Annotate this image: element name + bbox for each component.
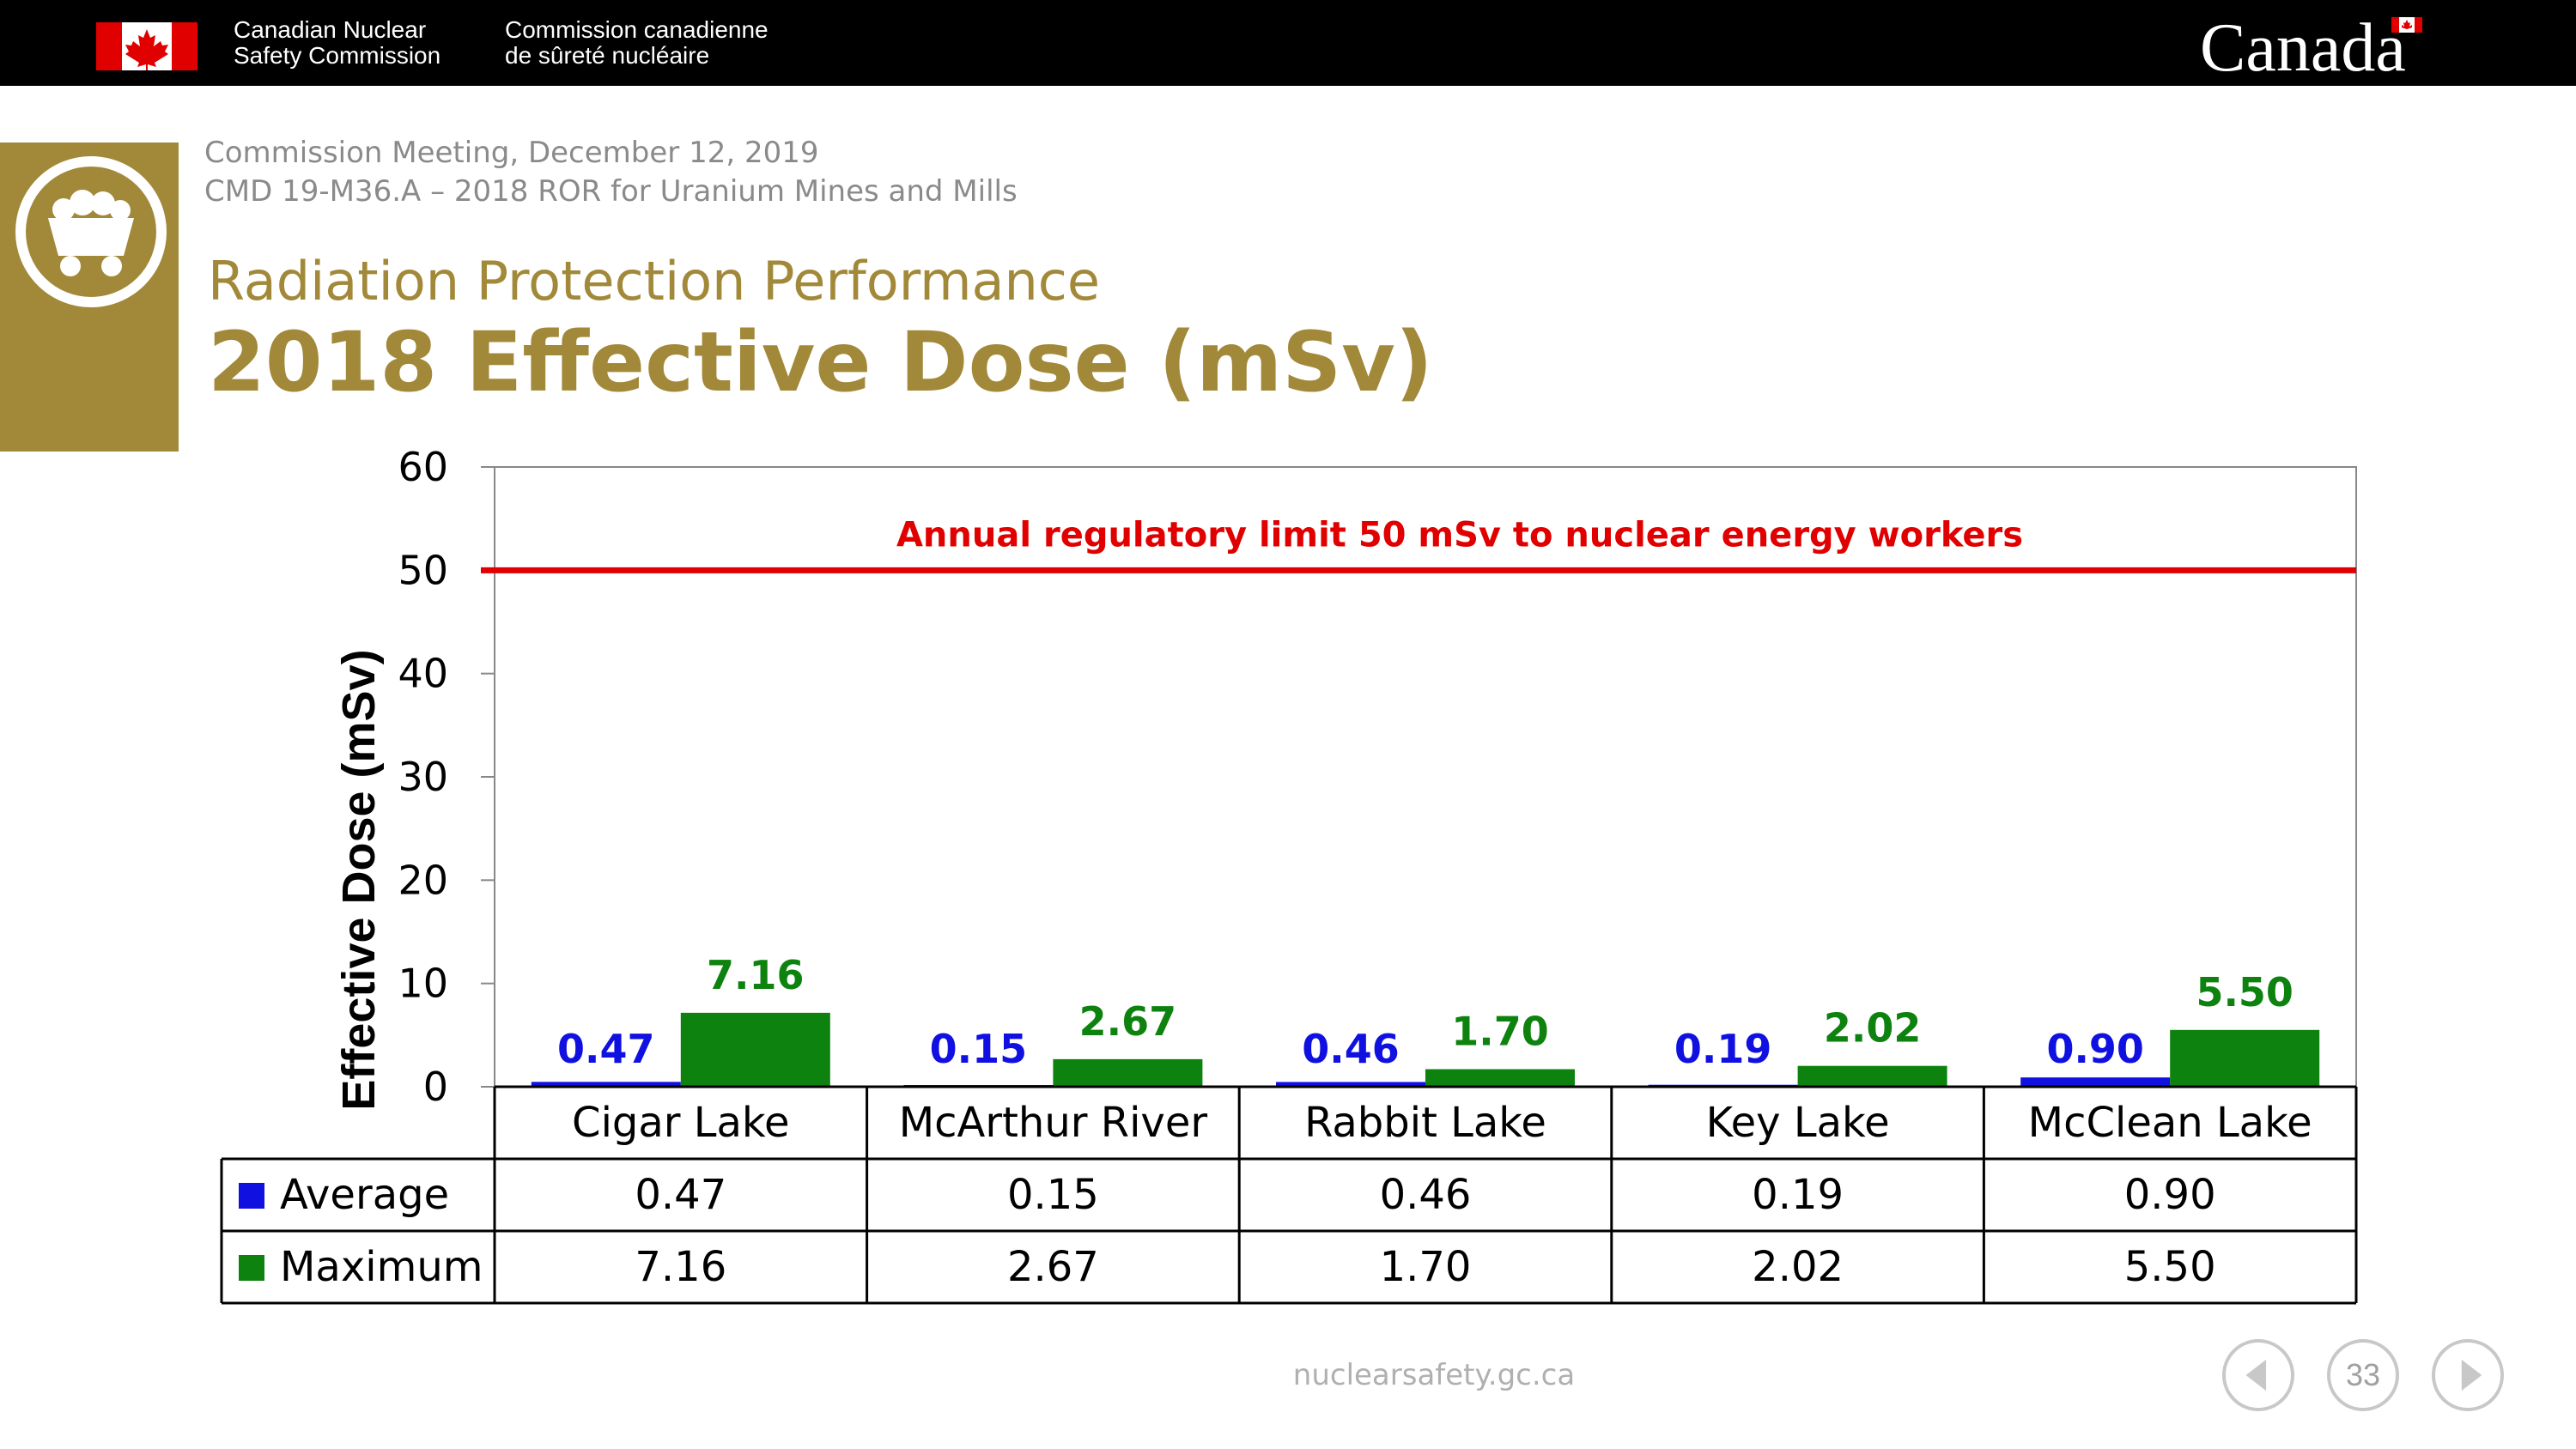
data-label-average: 0.47 — [557, 1026, 655, 1072]
data-label-maximum: 1.70 — [1451, 1009, 1549, 1055]
header-bar: Canadian Nuclear Safety Commission Commi… — [0, 0, 2576, 86]
table-cell-value: 0.19 — [1752, 1171, 1844, 1219]
y-tick-label: 50 — [398, 547, 448, 593]
y-axis-title: Effective Dose (mSv) — [333, 649, 385, 1110]
page-number-badge — [2327, 1339, 2399, 1411]
y-tick-label: 20 — [398, 857, 448, 903]
legend-label-maximum: Maximum — [280, 1243, 483, 1291]
canada-wordmark: Canada — [2200, 10, 2406, 86]
document-reference: CMD 19-M36.A – 2018 ROR for Uranium Mine… — [204, 174, 1018, 209]
table-cell-value: 0.90 — [2124, 1171, 2216, 1219]
legend-swatch-maximum — [239, 1255, 264, 1281]
bar-maximum — [1797, 1065, 1947, 1087]
legend-label-average: Average — [280, 1171, 449, 1219]
previous-slide-button[interactable] — [2222, 1339, 2294, 1411]
category-label: Cigar Lake — [572, 1099, 790, 1147]
table-cell-value: 0.47 — [635, 1171, 726, 1219]
y-tick-label: 0 — [423, 1064, 448, 1110]
y-tick-label: 10 — [398, 961, 448, 1007]
data-label-average: 0.15 — [930, 1026, 1028, 1072]
table-cell-value: 1.70 — [1380, 1243, 1472, 1291]
bar-maximum — [1053, 1058, 1203, 1087]
data-label-maximum: 2.02 — [1824, 1005, 1922, 1052]
bar-average — [531, 1082, 681, 1087]
mine-cart-icon — [15, 156, 167, 307]
category-label: Key Lake — [1706, 1099, 1890, 1147]
data-label-average: 0.46 — [1302, 1026, 1400, 1072]
org-name-fr-line1: Commission canadienne — [505, 16, 769, 43]
next-slide-button[interactable] — [2432, 1339, 2504, 1411]
bar-maximum — [1425, 1069, 1575, 1087]
slide-title: 2018 Effective Dose (mSv) — [208, 314, 1433, 410]
legend-swatch-average — [239, 1183, 264, 1209]
table-cell-value: 7.16 — [635, 1243, 726, 1291]
regulatory-limit-label: Annual regulatory limit 50 mSv to nuclea… — [896, 515, 2023, 555]
org-name-en-line2: Safety Commission — [234, 42, 441, 69]
canada-flag-icon — [96, 22, 197, 70]
slide-subtitle: Radiation Protection Performance — [208, 250, 1101, 312]
bar-maximum — [2170, 1029, 2320, 1087]
org-name-en-line1: Canadian Nuclear — [234, 16, 427, 43]
wordmark-flag-icon — [2391, 17, 2422, 33]
table-cell-value: 0.46 — [1380, 1171, 1472, 1219]
bar-average — [2020, 1077, 2171, 1087]
y-tick-label: 60 — [398, 444, 448, 490]
data-label-maximum: 2.67 — [1079, 998, 1177, 1045]
data-label-maximum: 5.50 — [2196, 969, 2293, 1016]
table-cell-value: 0.15 — [1007, 1171, 1099, 1219]
page-number: 33 — [2345, 1357, 2381, 1392]
y-tick-label: 30 — [398, 754, 448, 800]
table-cell-value: 2.67 — [1007, 1243, 1099, 1291]
org-name-fr-line2: de sûreté nucléaire — [505, 42, 710, 69]
data-label-average: 0.19 — [1674, 1026, 1772, 1072]
meeting-date: Commission Meeting, December 12, 2019 — [204, 136, 819, 170]
bar-average — [1276, 1082, 1425, 1087]
bar-maximum — [680, 1012, 830, 1087]
table-cell-value: 5.50 — [2124, 1243, 2216, 1291]
category-label: Rabbit Lake — [1304, 1099, 1546, 1147]
category-label: McClean Lake — [2028, 1099, 2312, 1147]
table-cell-value: 2.02 — [1752, 1243, 1844, 1291]
data-label-average: 0.90 — [2046, 1026, 2144, 1072]
y-tick-label: 40 — [398, 651, 448, 697]
footer-url[interactable]: nuclearsafety.gc.ca — [1292, 1358, 1576, 1392]
category-label: McArthur River — [899, 1099, 1208, 1147]
data-label-maximum: 7.16 — [707, 952, 805, 998]
